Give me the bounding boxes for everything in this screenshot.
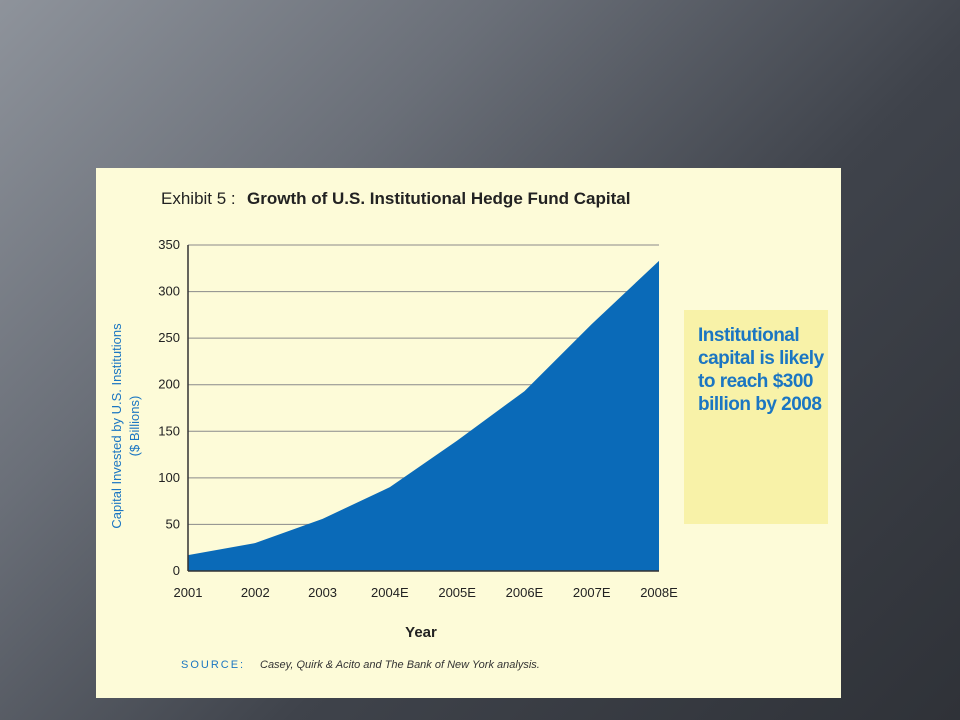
y-axis-label-line2: ($ Billions) [127, 396, 142, 457]
x-tick-label: 2002 [241, 585, 270, 600]
y-tick-label: 100 [158, 470, 180, 485]
y-tick-label: 250 [158, 330, 180, 345]
y-tick-label: 0 [173, 563, 180, 578]
x-tick-label: 2004E [371, 585, 409, 600]
chart-title: Growth of U.S. Institutional Hedge Fund … [247, 189, 630, 208]
x-tick-label: 2006E [506, 585, 544, 600]
y-tick-label: 350 [158, 237, 180, 252]
chart-card: Exhibit 5 : Growth of U.S. Institutional… [96, 168, 841, 698]
x-tick-label: 2001 [174, 585, 203, 600]
y-axis-label-line1: Capital Invested by U.S. Institutions [109, 323, 124, 529]
chart: Exhibit 5 : Growth of U.S. Institutional… [109, 189, 678, 671]
x-tick-label: 2008E [640, 585, 678, 600]
y-tick-label: 150 [158, 423, 180, 438]
source-label: SOURCE: [181, 659, 245, 671]
x-tick-label: 2005E [438, 585, 476, 600]
x-axis-label: Year [405, 624, 437, 641]
y-tick-label: 300 [158, 284, 180, 299]
y-tick-label: 50 [166, 516, 180, 531]
y-tick-label: 200 [158, 377, 180, 392]
callout-text: Institutional capital is likely to reach… [698, 325, 824, 415]
x-tick-label: 2007E [573, 585, 611, 600]
callout-box: Institutional capital is likely to reach… [684, 310, 828, 524]
area-series [188, 260, 659, 571]
source-text: Casey, Quirk & Acito and The Bank of New… [260, 659, 540, 671]
chart-exhibit-label: Exhibit 5 : [161, 189, 236, 208]
x-tick-label: 2003 [308, 585, 337, 600]
